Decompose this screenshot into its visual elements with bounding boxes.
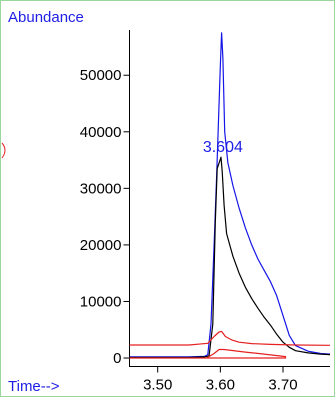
y-tick-label: 0 [113, 350, 121, 367]
x-tick-label: 3.50 [143, 377, 172, 394]
x-tick-label: 3.70 [268, 377, 297, 394]
left-edge-marker [1, 142, 6, 159]
y-tick-label: 10000 [80, 293, 122, 310]
y-axis-label: Abundance [8, 9, 84, 26]
y-tick-label: 40000 [80, 124, 122, 141]
series-layer [129, 32, 331, 359]
x-axis-ticks: 3.50 3.60 3.70 [143, 366, 298, 394]
y-axis-ticks: 0 10000 20000 30000 40000 50000 [80, 67, 130, 367]
series-line-2 [129, 156, 331, 359]
annotation-layer: 3.604 [203, 139, 243, 156]
series-line-4 [129, 348, 287, 359]
y-tick-label: 20000 [80, 237, 122, 254]
y-tick-label: 50000 [80, 67, 122, 84]
peak-annotation: 3.604 [203, 139, 243, 156]
x-axis-label: Time--> [8, 378, 60, 395]
series-line-3 [129, 330, 331, 346]
y-tick-label: 30000 [80, 180, 122, 197]
series-line-1 [129, 32, 331, 358]
x-tick-label: 3.60 [206, 377, 235, 394]
